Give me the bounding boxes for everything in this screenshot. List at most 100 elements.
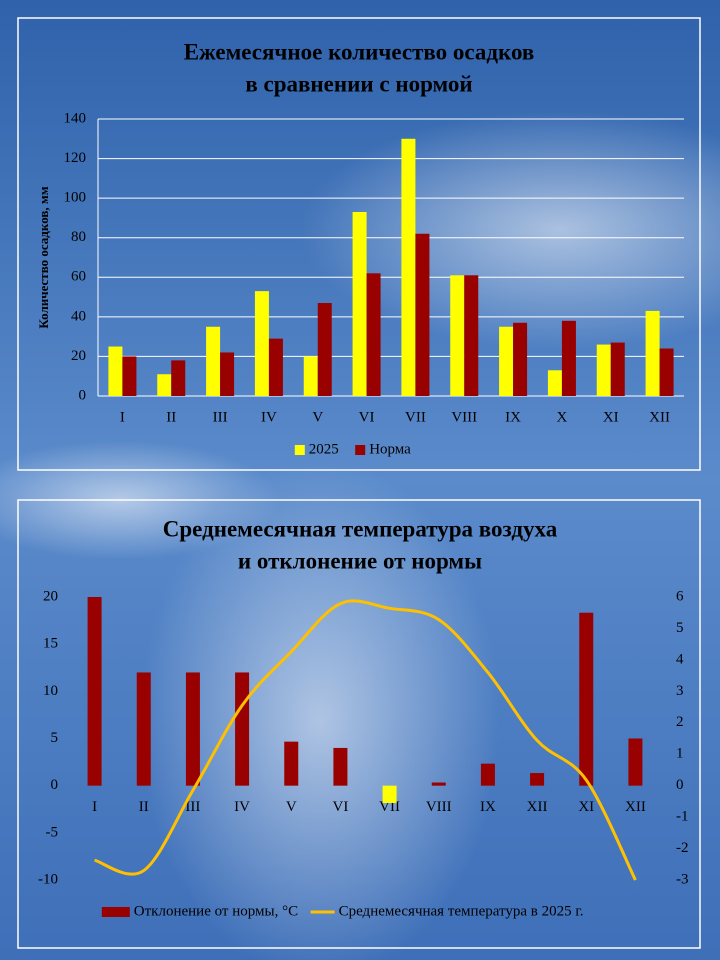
bar — [561, 320, 576, 396]
x-tick-label: II — [139, 799, 149, 815]
bar — [171, 360, 186, 396]
x-tick-label: VI — [359, 409, 375, 425]
legend-swatch — [101, 907, 130, 917]
legend-swatch — [355, 445, 366, 455]
y2-tick-label: 1 — [676, 746, 684, 762]
bar — [480, 763, 495, 786]
y2-tick-label: 0 — [676, 777, 684, 793]
bar — [415, 233, 430, 396]
bar — [136, 672, 151, 786]
bar — [185, 672, 200, 786]
chart-title: в сравнении с нормой — [245, 71, 472, 96]
bar — [596, 344, 611, 396]
y2-tick-label: -3 — [676, 871, 689, 887]
x-tick-label: XII — [527, 799, 548, 815]
bar — [431, 782, 446, 786]
x-tick-label: XII — [649, 409, 670, 425]
y-tick-label: 5 — [51, 730, 59, 746]
legend-label: Среднемесячная температура в 2025 г. — [339, 903, 584, 919]
x-tick-label: III — [213, 409, 228, 425]
line — [94, 599, 637, 881]
x-tick-label: VIII — [426, 799, 452, 815]
chart-title: Среднемесячная температура воздуха — [163, 516, 558, 541]
x-tick-label: XII — [625, 799, 646, 815]
y2-tick-label: 2 — [676, 714, 684, 730]
y2-tick-label: 3 — [676, 683, 684, 699]
y-tick-label: 140 — [64, 110, 87, 126]
x-tick-label: IX — [480, 799, 496, 815]
chart-title: Ежемесячное количество осадков — [184, 39, 535, 64]
y-tick-label: -10 — [38, 871, 58, 887]
y-tick-label: 40 — [71, 308, 86, 324]
bar — [303, 356, 318, 396]
bar — [499, 326, 514, 396]
chart-frame — [17, 17, 701, 471]
bar — [235, 672, 250, 786]
bar — [659, 348, 674, 396]
bar — [530, 773, 545, 786]
bar — [464, 275, 479, 396]
y2-tick-label: -2 — [676, 840, 689, 856]
x-tick-label: X — [556, 409, 567, 425]
x-tick-label: I — [92, 799, 97, 815]
x-tick-label: VIII — [451, 409, 477, 425]
chart-frame — [17, 499, 701, 949]
x-tick-label: V — [312, 409, 323, 425]
legend-label: Отклонение от нормы, °С — [134, 903, 298, 919]
bar — [254, 291, 269, 396]
chart-title: и отклонение от нормы — [238, 548, 482, 573]
bar — [220, 352, 235, 396]
y-tick-label: 60 — [71, 269, 86, 285]
bar — [366, 273, 381, 396]
bar — [122, 356, 137, 396]
bar — [87, 597, 102, 786]
bar — [157, 374, 172, 396]
bar — [547, 370, 562, 396]
bar — [628, 738, 643, 786]
y-tick-label: 10 — [43, 683, 58, 699]
legend-swatch — [294, 445, 305, 455]
legend-label: Норма — [369, 441, 411, 457]
y-tick-label: 0 — [79, 387, 87, 403]
x-tick-label: XI — [578, 799, 594, 815]
bar — [284, 741, 299, 786]
bar — [513, 322, 528, 396]
bar — [645, 310, 660, 396]
x-tick-label: II — [166, 409, 176, 425]
bar — [450, 275, 465, 396]
bar — [382, 785, 397, 803]
y-tick-label: 100 — [64, 190, 87, 206]
y-tick-label: 0 — [51, 777, 59, 793]
x-tick-label: IV — [261, 409, 277, 425]
y-tick-label: 20 — [43, 588, 58, 604]
legend-label: 2025 — [309, 441, 339, 457]
x-tick-label: V — [286, 799, 297, 815]
x-tick-label: IV — [234, 799, 250, 815]
bar — [108, 346, 123, 396]
x-tick-label: XI — [603, 409, 619, 425]
x-tick-label: VII — [405, 409, 426, 425]
bar — [401, 138, 416, 397]
y-tick-label: 80 — [71, 229, 86, 245]
y-tick-label: 15 — [43, 636, 58, 652]
bar — [352, 211, 367, 396]
bar — [333, 747, 348, 786]
y-axis-label: Количество осадков, мм — [36, 186, 51, 328]
bar — [206, 326, 221, 396]
x-tick-label: I — [120, 409, 125, 425]
x-tick-label: III — [185, 799, 200, 815]
y-tick-label: 20 — [71, 348, 86, 364]
x-tick-label: VII — [379, 799, 400, 815]
y-tick-label: -5 — [46, 824, 59, 840]
y2-tick-label: 4 — [676, 651, 684, 667]
y2-tick-label: 5 — [676, 620, 684, 636]
y2-tick-label: -1 — [676, 809, 689, 825]
y2-tick-label: 6 — [676, 588, 684, 604]
x-tick-label: IX — [505, 409, 521, 425]
bar — [268, 338, 283, 396]
bar — [317, 303, 332, 396]
cloud — [140, 460, 500, 960]
bar — [579, 612, 594, 786]
y-tick-label: 120 — [64, 150, 87, 166]
